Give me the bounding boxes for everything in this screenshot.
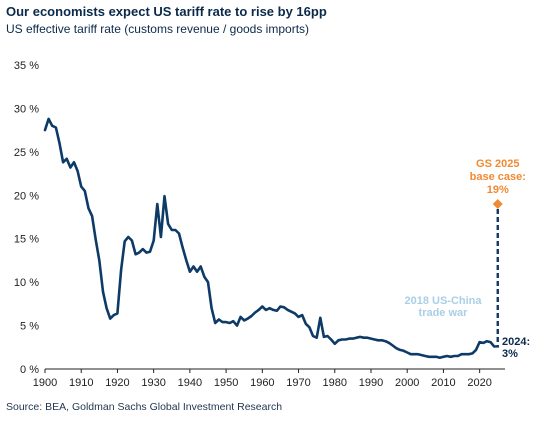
y-tick-label: 35 %	[14, 60, 39, 72]
x-tick-label: 1920	[105, 377, 129, 389]
y-axis-ticks: 0 % 5 % 10 % 15 % 20 % 25 % 30 % 35 %	[14, 60, 39, 376]
source-note: Source: BEA, Goldman Sachs Global Invest…	[6, 401, 283, 413]
annotation-y2024: 2024: 3%	[502, 336, 530, 360]
x-tick-label: 1900	[33, 377, 57, 389]
y-tick-label: 30 %	[14, 103, 39, 115]
annotation-line: GS 2025	[476, 158, 519, 170]
x-tick-label: 1910	[69, 377, 93, 389]
annotation-line: 2024:	[502, 336, 530, 348]
annotations-layer: GS 2025 base case: 19% 2018 US-China trade w…	[404, 158, 530, 360]
y-tick-label: 15 %	[14, 234, 39, 246]
x-tick-label: 1990	[359, 377, 383, 389]
y-tick-label: 10 %	[14, 277, 39, 289]
annotation-line: 3%	[502, 348, 518, 360]
forecast-marker	[492, 198, 503, 209]
x-tick-label: 2010	[431, 377, 455, 389]
forecast-dashed-line	[494, 203, 499, 348]
line-chart: 0 %5 %10 %15 %20 %25 %30 %35 % 1900 1910 1…	[14, 60, 530, 389]
x-tick-label: 2020	[467, 377, 491, 389]
annotation-line: base case:	[470, 171, 526, 183]
y-tick-label: 0 %	[20, 364, 39, 376]
x-axis-ticks: 1900 1910 1920 1930 1940 1950 1960 1970 1980 1990…	[33, 369, 492, 389]
annotation-line: 19%	[487, 184, 509, 196]
x-tick-label: 2000	[395, 377, 419, 389]
annotation-line: trade war	[419, 307, 469, 319]
x-tick-label: 1980	[323, 377, 347, 389]
x-tick-label: 1970	[286, 377, 310, 389]
x-tick-label: 1950	[214, 377, 238, 389]
y-tick-label: 5 %	[20, 321, 39, 333]
series-layer	[43, 117, 503, 360]
x-tick-label: 1960	[250, 377, 274, 389]
x-tick-label: 1940	[178, 377, 202, 389]
series-line-tariff-rate	[43, 117, 496, 360]
annotation-line: 2018 US-China	[404, 295, 482, 307]
chart-title: Our economists expect US tariff rate to …	[6, 4, 327, 19]
y-tick-label: 25 %	[14, 147, 39, 159]
annotation-tradewar: 2018 US-China trade war	[404, 295, 482, 319]
x-tick-label: 1930	[141, 377, 165, 389]
chart-subtitle: US effective tariff rate (customs revenu…	[6, 22, 310, 36]
y-tick-label: 20 %	[14, 190, 39, 202]
annotation-gs2025: GS 2025 base case: 19%	[470, 158, 526, 196]
